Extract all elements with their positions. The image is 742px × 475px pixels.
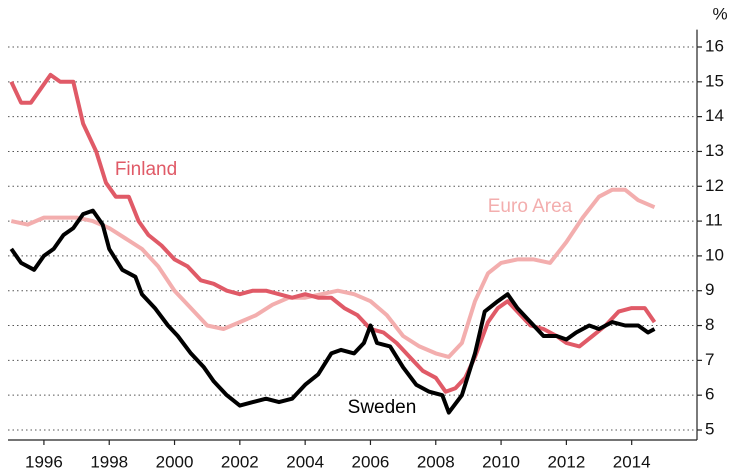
y-tick-label: 16 (705, 36, 724, 55)
x-tick-label: 2010 (482, 452, 520, 471)
y-tick-label: 11 (705, 211, 723, 230)
y-tick-label: 8 (705, 315, 714, 334)
y-unit-label: % (712, 4, 727, 23)
y-tick-label: 5 (705, 419, 714, 438)
series-label: Finland (115, 159, 177, 180)
y-tick-label: 10 (705, 245, 724, 264)
x-tick-label: 2000 (156, 452, 194, 471)
x-tick-label: 1996 (25, 452, 63, 471)
y-tick-label: 6 (705, 385, 714, 404)
x-tick-label: 2002 (221, 452, 259, 471)
x-tick-label: 2014 (613, 452, 651, 471)
x-tick-label: 1998 (90, 452, 128, 471)
series-line (9, 208, 656, 415)
x-tick-label: 2006 (352, 452, 390, 471)
y-tick-label: 15 (705, 71, 724, 90)
series-line (10, 187, 656, 359)
series-line (9, 72, 657, 394)
y-tick-label: 9 (705, 280, 714, 299)
x-tick-label: 2004 (286, 452, 324, 471)
y-tick-label: 13 (705, 141, 724, 160)
y-tick-label: 12 (705, 176, 724, 195)
y-tick-label: 14 (705, 106, 724, 125)
series-label: Euro Area (488, 196, 573, 217)
series-label: Sweden (348, 397, 417, 418)
x-tick-label: 2008 (417, 452, 455, 471)
x-tick-label: 2012 (547, 452, 585, 471)
y-tick-label: 7 (705, 350, 714, 369)
